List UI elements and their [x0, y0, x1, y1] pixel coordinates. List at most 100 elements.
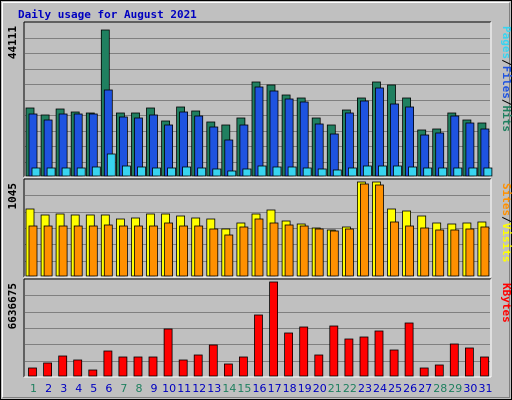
- x-tick-label-day-13: 13: [207, 382, 221, 395]
- panel-top-ymax-label: 44111: [6, 26, 19, 59]
- x-tick-label-day-21: 21: [328, 382, 342, 395]
- bar-kbytes-day-5: [88, 369, 98, 377]
- legend-files: Files: [500, 66, 512, 99]
- bar-sites-day-21: [329, 230, 339, 277]
- bar-files-day-24: [375, 87, 384, 177]
- bar-sites-day-13: [209, 228, 219, 277]
- x-tick-label-day-31: 31: [479, 382, 493, 395]
- x-tick-label-day-5: 5: [90, 382, 97, 395]
- bar-kbytes-day-11: [178, 359, 188, 377]
- bar-pages-day-30: [468, 167, 478, 177]
- bar-sites-day-5: [88, 225, 98, 277]
- x-tick-label-day-10: 10: [162, 382, 176, 395]
- bar-sites-day-31: [480, 226, 490, 277]
- x-tick-label-day-3: 3: [60, 382, 67, 395]
- bar-sites-day-24: [375, 184, 384, 277]
- x-tick-label-day-30: 30: [463, 382, 477, 395]
- bar-sites-day-14: [224, 234, 234, 277]
- x-tick-label-day-24: 24: [373, 382, 387, 395]
- bar-files-day-25: [390, 103, 399, 177]
- x-tick-label-day-27: 27: [418, 382, 432, 395]
- bar-sites-day-28: [435, 229, 445, 277]
- bar-files-day-15: [239, 124, 249, 177]
- legend-separator: /: [500, 99, 512, 106]
- bar-kbytes-day-1: [28, 367, 37, 377]
- panel-bottom-legend: KBytes: [500, 283, 512, 323]
- bar-kbytes-day-10: [163, 328, 173, 377]
- bar-files-day-22: [344, 112, 354, 177]
- x-tick-label-day-17: 17: [268, 382, 282, 395]
- bar-kbytes-day-21: [329, 325, 339, 377]
- bar-pages-day-16: [257, 165, 267, 177]
- x-tick-label-day-19: 19: [298, 382, 312, 395]
- bar-kbytes-day-27: [419, 367, 429, 377]
- bar-sites-day-7: [119, 225, 128, 277]
- chart-title: Daily usage for August 2021: [18, 8, 197, 21]
- x-tick-label-day-23: 23: [358, 382, 372, 395]
- bar-files-day-1: [28, 113, 38, 177]
- panel-middle-legend: Sites/Visits: [500, 183, 512, 263]
- bar-files-day-17: [269, 90, 279, 177]
- bar-sites-day-26: [405, 225, 415, 277]
- bar-files-day-3: [58, 113, 68, 177]
- x-tick-label-day-15: 15: [237, 382, 251, 395]
- x-tick-label-day-11: 11: [177, 382, 191, 395]
- legend-separator: /: [500, 216, 512, 223]
- bar-sites-day-3: [58, 225, 68, 277]
- bar-kbytes-day-24: [374, 330, 384, 377]
- bar-sites-day-19: [299, 225, 309, 277]
- x-tick-label-day-6: 6: [105, 382, 112, 395]
- x-tick-label-day-9: 9: [151, 382, 158, 395]
- bar-pages-day-11: [182, 166, 192, 177]
- bar-pages-day-13: [212, 168, 222, 177]
- bar-kbytes-day-17: [269, 281, 279, 377]
- bar-files-day-20: [314, 123, 324, 177]
- x-tick-label-day-8: 8: [136, 382, 143, 395]
- x-tick-label-day-22: 22: [343, 382, 357, 395]
- bar-pages-day-21: [332, 169, 342, 177]
- bar-pages-day-20: [317, 168, 327, 177]
- bar-files-day-18: [284, 98, 294, 177]
- bar-pages-day-19: [302, 167, 312, 177]
- bar-kbytes-day-31: [480, 356, 489, 377]
- bar-kbytes-day-23: [359, 336, 369, 377]
- bar-kbytes-day-14: [223, 363, 233, 377]
- x-tick-label-day-16: 16: [253, 382, 267, 395]
- bar-files-day-12: [194, 115, 204, 177]
- bar-kbytes-day-6: [103, 350, 113, 377]
- bar-pages-day-17: [272, 166, 282, 177]
- bar-pages-day-14: [227, 170, 237, 177]
- bar-pages-day-26: [408, 166, 418, 177]
- bar-kbytes-day-8: [133, 356, 143, 377]
- x-tick-label-day-28: 28: [433, 382, 447, 395]
- x-tick-label-day-14: 14: [222, 382, 236, 395]
- bar-sites-day-18: [284, 224, 294, 277]
- bar-sites-day-30: [465, 228, 475, 277]
- panel-middle-ymax-label: 1045: [6, 183, 19, 210]
- bar-sites-day-17: [269, 222, 279, 277]
- bar-pages-day-5: [91, 166, 101, 177]
- bar-sites-day-9: [149, 225, 158, 277]
- bar-pages-day-6: [106, 153, 116, 177]
- bar-sites-day-4: [73, 225, 83, 277]
- panel-bottom-ymax-label: 6636675: [6, 283, 19, 329]
- bar-pages-day-29: [453, 167, 463, 177]
- bar-files-day-23: [359, 100, 369, 177]
- bar-sites-day-2: [43, 225, 53, 277]
- legend-visits: Visits: [500, 223, 512, 263]
- bar-files-day-29: [450, 115, 460, 177]
- legend-sites: Sites: [500, 183, 512, 216]
- bar-pages-day-4: [76, 167, 86, 177]
- bar-kbytes-day-2: [43, 362, 52, 377]
- bar-pages-day-23: [362, 165, 372, 177]
- legend-separator: /: [500, 59, 512, 66]
- bar-pages-day-2: [46, 167, 56, 177]
- bar-sites-day-12: [194, 225, 204, 277]
- bar-sites-day-29: [450, 229, 460, 277]
- x-tick-label-day-1: 1: [30, 382, 37, 395]
- bar-kbytes-day-26: [404, 322, 414, 377]
- x-tick-label-day-29: 29: [448, 382, 462, 395]
- bar-kbytes-day-20: [314, 354, 324, 377]
- bar-kbytes-day-12: [193, 354, 203, 377]
